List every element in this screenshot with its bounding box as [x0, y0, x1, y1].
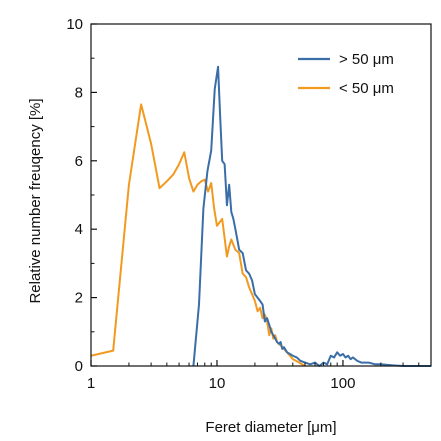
- y-axis-title: Relative number freuqency [%]: [27, 98, 44, 303]
- y-tick-label: 10: [66, 16, 83, 33]
- legend: > 50 μm < 50 μm: [298, 51, 394, 97]
- series-layer: [90, 65, 431, 367]
- x-axis-title: Feret diameter [μm]: [205, 419, 336, 436]
- ticks-layer: 1 10 100 0 2 4 6 8 10: [66, 16, 432, 392]
- y-tick-label: 8: [75, 84, 83, 101]
- x-tick-label: 1: [87, 375, 95, 392]
- y-tick-label: 2: [75, 290, 83, 307]
- x-tick-label: 100: [330, 375, 355, 392]
- series-line-gt-50: [192, 65, 431, 367]
- legend-label-gt-50: > 50 μm: [339, 51, 394, 68]
- y-tick-label: 4: [75, 221, 83, 238]
- series-line-lt-50: [90, 103, 306, 367]
- y-tick-label: 6: [75, 153, 83, 170]
- legend-label-lt-50: < 50 μm: [339, 80, 394, 97]
- x-tick-label: 10: [209, 375, 226, 392]
- y-tick-label: 0: [75, 358, 83, 375]
